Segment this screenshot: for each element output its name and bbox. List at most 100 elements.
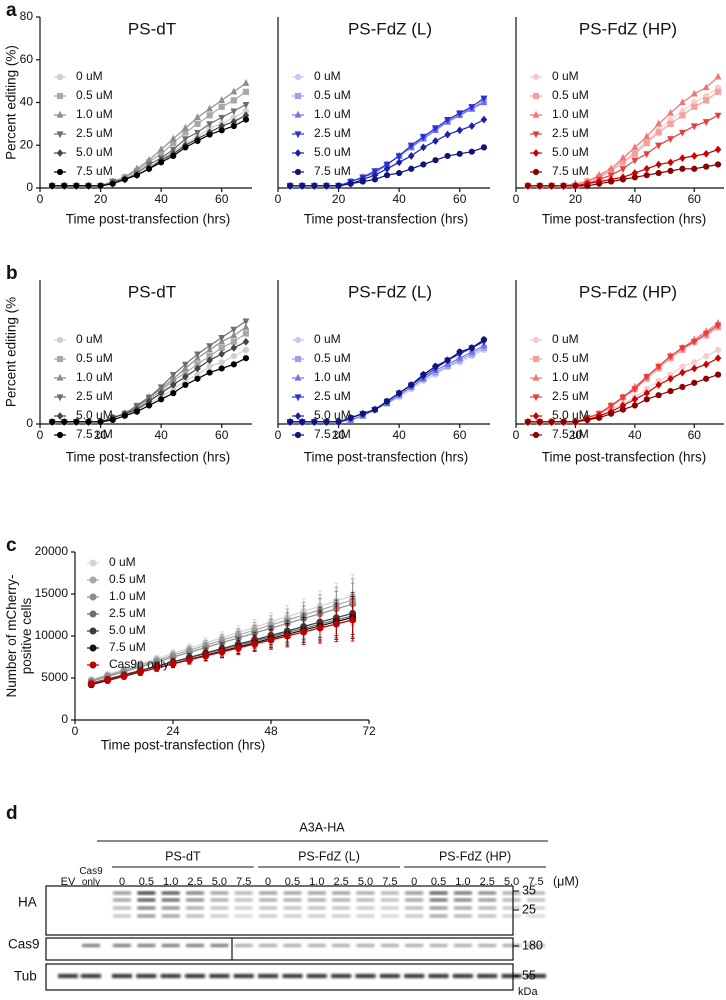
marker <box>294 373 302 381</box>
size-ticks <box>513 890 519 977</box>
marker <box>456 150 463 157</box>
marker <box>218 335 226 342</box>
marker <box>420 371 427 378</box>
lane-label: 1.0 <box>163 876 178 888</box>
marker <box>690 339 698 346</box>
x-tick-label: 60 <box>688 428 702 442</box>
marker <box>480 115 488 124</box>
y-axis-title: Percent editing (%) <box>4 45 19 160</box>
band <box>356 914 375 918</box>
marker <box>218 344 225 351</box>
marker <box>89 593 97 601</box>
marker <box>206 131 213 138</box>
marker <box>194 120 201 127</box>
band <box>161 944 180 947</box>
x-tick-label: 20 <box>569 428 583 442</box>
legend-label: 0 uM <box>76 332 103 346</box>
marker <box>396 169 403 177</box>
unit-label: (μM) <box>553 874 579 888</box>
legend-label: 0 uM <box>76 69 103 83</box>
band <box>380 906 399 910</box>
x-tick-label: 0 <box>37 428 44 442</box>
marker <box>691 379 698 386</box>
marker <box>242 346 250 354</box>
x-tick-label: 0 <box>513 428 520 442</box>
marker <box>714 88 722 95</box>
x-tick-label: 60 <box>215 428 229 442</box>
lane-label: 5.0 <box>212 876 227 888</box>
x-tick-label: 20 <box>94 192 108 206</box>
marker <box>536 418 543 426</box>
band <box>283 891 302 895</box>
marker <box>267 636 275 644</box>
marker <box>690 89 698 97</box>
band <box>478 944 497 947</box>
band <box>307 944 326 947</box>
marker <box>655 129 662 136</box>
band <box>137 898 156 902</box>
marker <box>655 363 663 371</box>
marker <box>56 131 64 139</box>
marker <box>206 343 214 351</box>
marker <box>206 112 213 119</box>
marker <box>311 418 318 426</box>
marker <box>230 361 237 368</box>
marker <box>468 104 476 111</box>
lane-label-box: Cas9 only <box>79 866 102 888</box>
band <box>210 944 229 947</box>
band <box>332 944 351 947</box>
legend-label: 2.5 uM <box>314 126 351 140</box>
marker <box>655 381 662 389</box>
marker <box>85 182 92 189</box>
marker <box>242 116 250 123</box>
band <box>332 891 351 895</box>
marker <box>294 394 302 402</box>
x-tick-label: 0 <box>72 724 79 738</box>
band <box>429 898 448 902</box>
marker <box>444 152 451 160</box>
x-tick-label: 60 <box>453 428 467 442</box>
row-label: Tub <box>14 969 37 984</box>
band <box>234 914 253 918</box>
band <box>210 891 229 895</box>
lane-label: EV <box>61 876 76 888</box>
marker <box>703 163 710 170</box>
marker <box>714 72 722 80</box>
marker <box>679 165 686 172</box>
marker <box>230 338 237 345</box>
panel-label: d <box>6 803 18 824</box>
marker <box>643 396 650 403</box>
band <box>160 974 181 978</box>
marker <box>194 137 201 145</box>
marker <box>300 628 308 636</box>
marker <box>56 92 64 100</box>
marker <box>432 363 439 370</box>
marker <box>97 418 104 426</box>
legend-label: 2.5 uM <box>314 389 351 403</box>
marker <box>218 114 226 122</box>
marker <box>714 354 722 363</box>
marker <box>655 142 663 150</box>
marker <box>703 375 710 382</box>
lane-label: 5.0 <box>358 876 373 888</box>
marker <box>480 95 488 103</box>
marker <box>532 92 540 100</box>
marker <box>536 182 543 189</box>
band <box>234 898 253 902</box>
marker <box>311 182 318 189</box>
band <box>478 898 497 902</box>
band <box>379 974 400 978</box>
legend-label: 7.5 uM <box>552 164 589 178</box>
band <box>161 891 180 895</box>
marker <box>89 610 97 618</box>
marker <box>584 182 591 189</box>
x-tick-label: 60 <box>688 192 702 206</box>
lane-label: 1.0 <box>309 876 324 888</box>
marker <box>145 402 153 409</box>
x-axis-title: Time post-transfection (hrs) <box>542 450 707 465</box>
group-label: PS-dT <box>165 849 201 863</box>
marker <box>133 164 141 172</box>
lane-label: 1.0 <box>455 876 470 888</box>
band <box>186 914 205 918</box>
x-axis-title: Time post-transfection (hrs) <box>66 450 231 465</box>
